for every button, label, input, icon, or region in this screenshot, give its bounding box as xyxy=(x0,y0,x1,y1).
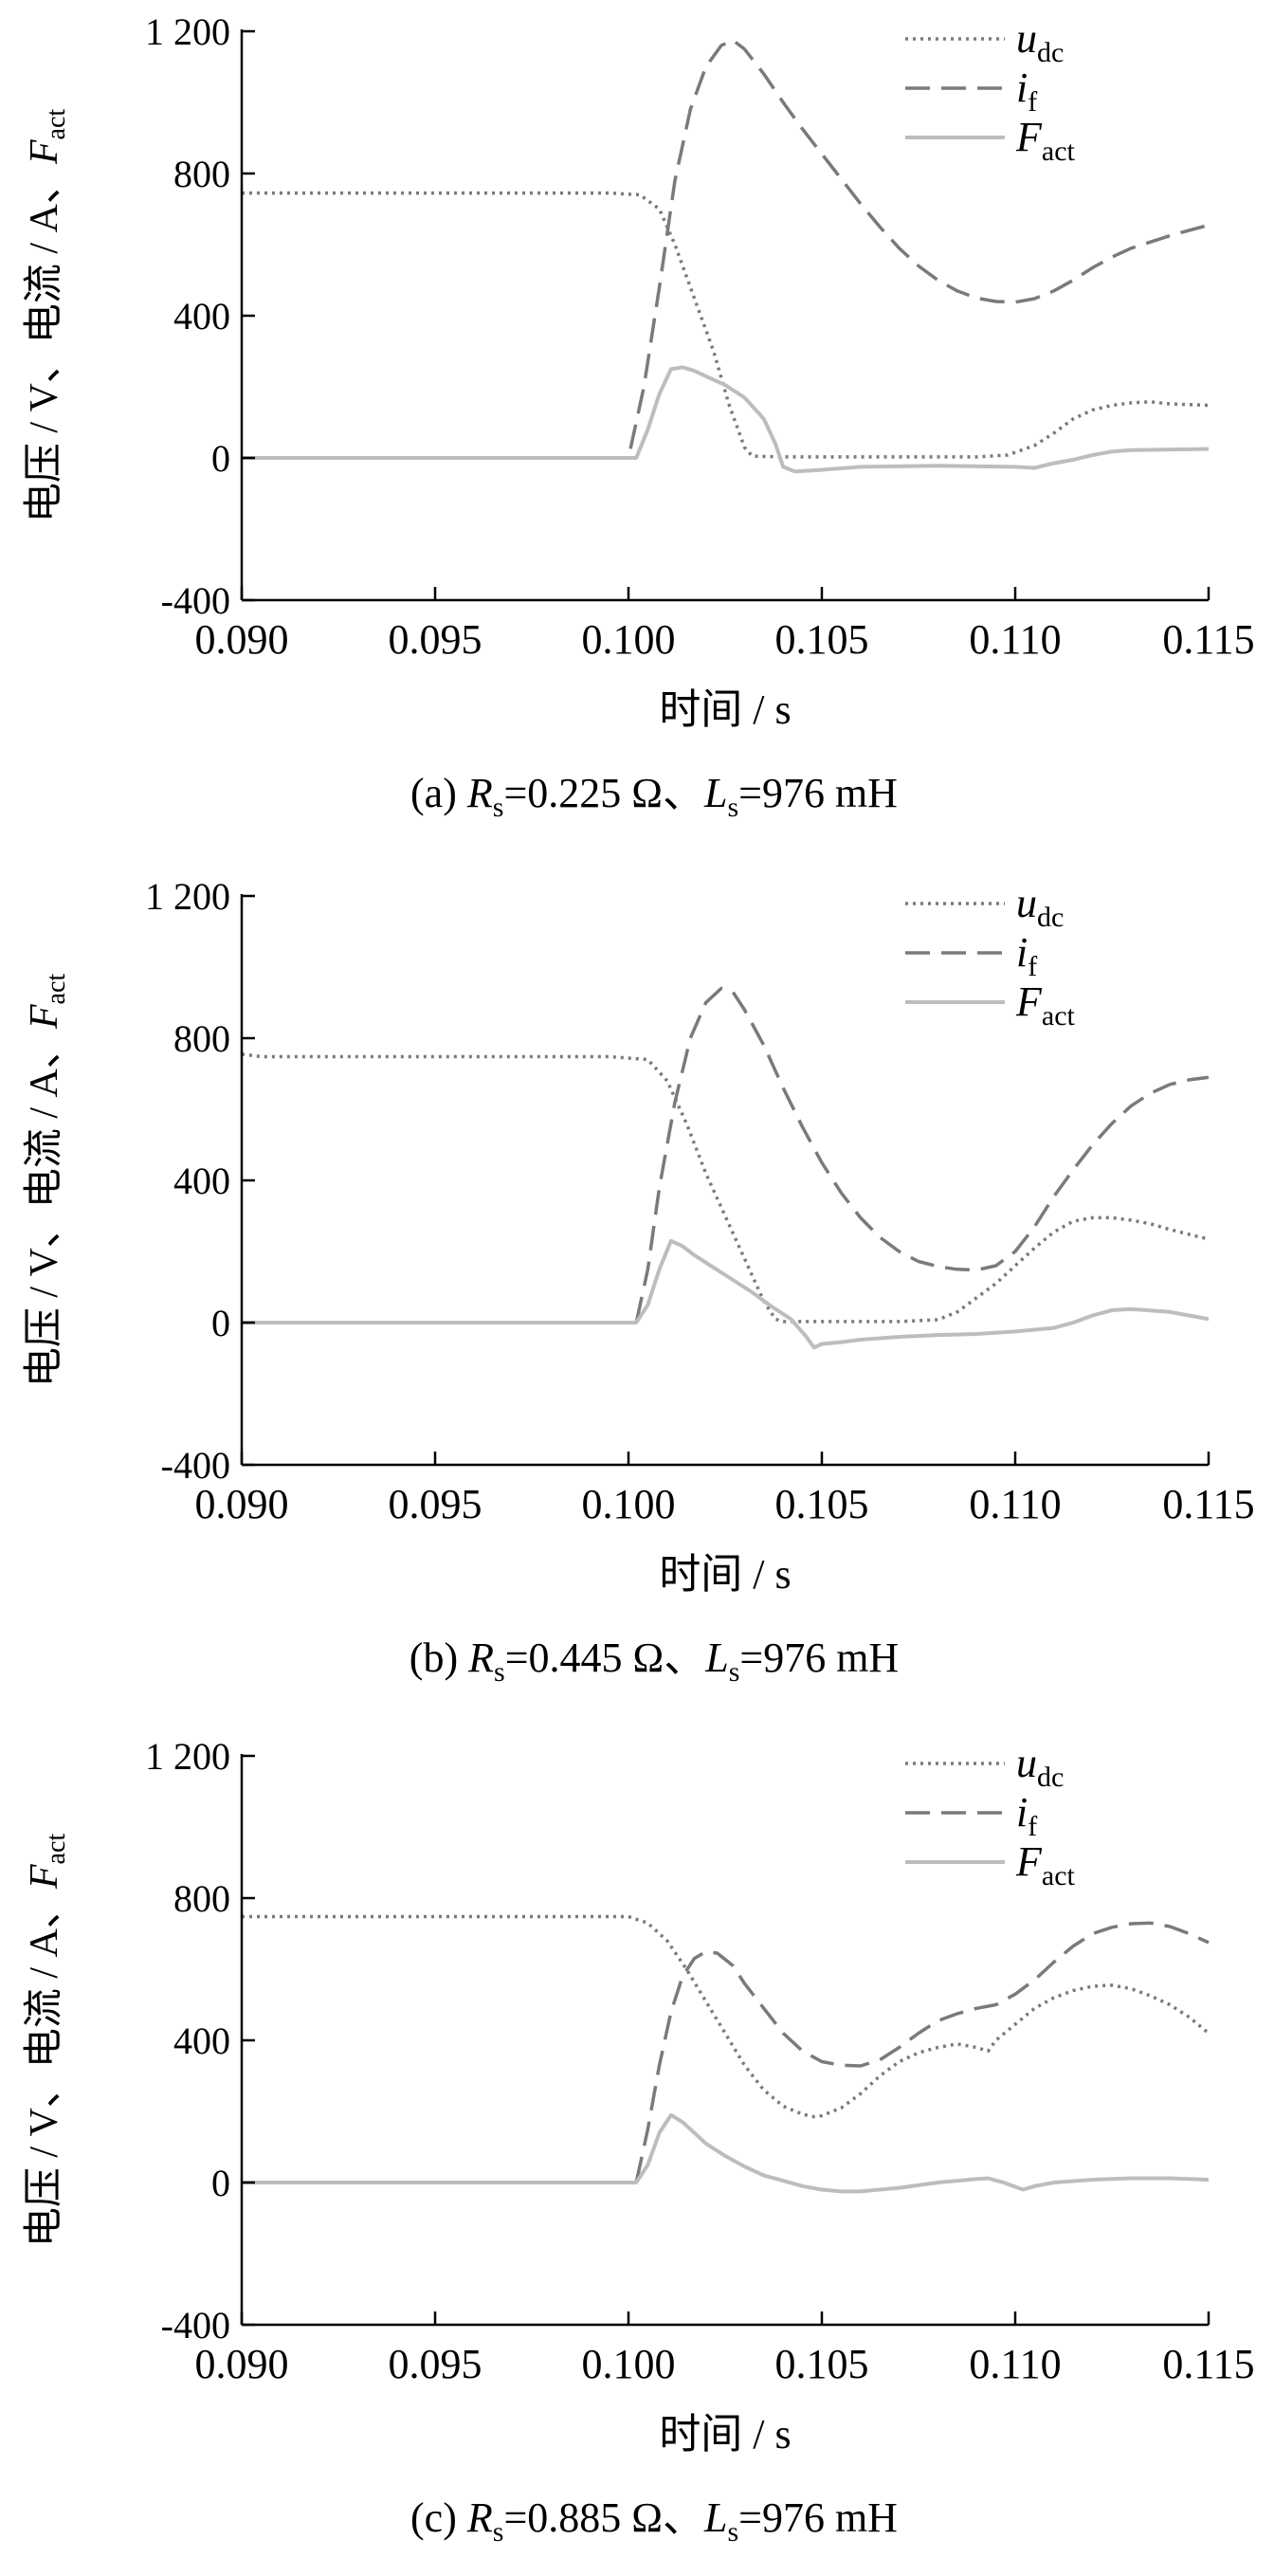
y-axis-label: 电压 / V、电流 / A、Fact xyxy=(23,974,71,1388)
legend-label-udc: udc xyxy=(1016,1740,1064,1793)
legend-label-Fact: Fact xyxy=(1015,1838,1076,1891)
y-tick-label: 1 200 xyxy=(145,1735,230,1778)
series-line-if xyxy=(242,1921,1210,2184)
x-tick-label: 0.110 xyxy=(969,616,1061,663)
y-axis-label: 电压 / V、电流 / A、Fact xyxy=(23,1834,71,2248)
y-tick-label: 1 200 xyxy=(145,10,230,53)
panel-caption: (c) Rs=0.885 Ω、Ls=976 mH xyxy=(410,2494,898,2548)
x-tick-label: 0.105 xyxy=(775,1481,869,1527)
legend-label-Fact: Fact xyxy=(1015,978,1076,1032)
y-tick-label: -400 xyxy=(161,579,230,622)
x-tick-label: 0.110 xyxy=(969,2341,1061,2387)
y-tick-label: 400 xyxy=(173,295,230,338)
y-tick-label: 0 xyxy=(211,1302,230,1344)
y-tick-label: -400 xyxy=(161,1444,230,1487)
series-line-udc xyxy=(242,1914,1210,2119)
panel-caption: (a) Rs=0.225 Ω、Ls=976 mH xyxy=(410,770,898,823)
legend-label-if: if xyxy=(1016,1789,1037,1842)
y-tick-label: 0 xyxy=(211,437,230,480)
x-tick-label: 0.105 xyxy=(775,616,869,663)
x-axis-label: 时间 / s xyxy=(659,1551,791,1598)
y-tick-label: 800 xyxy=(173,153,230,195)
legend-label-if: if xyxy=(1016,929,1037,982)
series-line-Fact xyxy=(242,1238,1210,1350)
series-line-Fact xyxy=(242,2112,1210,2194)
legend-label-udc: udc xyxy=(1016,880,1064,933)
y-tick-label: 400 xyxy=(173,2019,230,2062)
legend-label-Fact: Fact xyxy=(1015,114,1076,167)
x-tick-label: 0.090 xyxy=(195,2341,289,2387)
legend-label-udc: udc xyxy=(1016,15,1064,68)
x-tick-label: 0.090 xyxy=(195,616,289,663)
x-tick-label: 0.100 xyxy=(582,1481,676,1527)
x-tick-label: 0.095 xyxy=(389,1481,482,1527)
x-tick-label: 0.105 xyxy=(775,2341,869,2387)
x-tick-label: 0.090 xyxy=(195,1481,289,1527)
x-tick-label: 0.100 xyxy=(582,616,676,663)
x-axis-label: 时间 / s xyxy=(659,2411,791,2457)
y-tick-label: 800 xyxy=(173,1017,230,1060)
x-tick-label: 0.115 xyxy=(1162,616,1254,663)
panel-caption: (b) Rs=0.445 Ω、Ls=976 mH xyxy=(410,1635,899,1688)
series-line-udc xyxy=(241,1052,1210,1324)
series-line-if xyxy=(242,38,1210,460)
x-tick-label: 0.095 xyxy=(389,2341,482,2387)
y-tick-label: -400 xyxy=(161,2304,230,2347)
x-tick-label: 0.100 xyxy=(582,2341,676,2387)
series-line-Fact xyxy=(242,365,1210,474)
series-line-if xyxy=(242,986,1210,1325)
legend-label-if: if xyxy=(1016,64,1037,118)
series-line-udc xyxy=(242,191,1210,459)
y-axis-label: 电压 / V、电流 / A、Fact xyxy=(23,109,71,523)
x-tick-label: 0.115 xyxy=(1162,2341,1254,2387)
x-axis-label: 时间 / s xyxy=(659,686,791,733)
x-tick-label: 0.115 xyxy=(1162,1481,1254,1527)
y-tick-label: 1 200 xyxy=(145,875,230,918)
x-tick-label: 0.095 xyxy=(389,616,482,663)
y-tick-label: 400 xyxy=(173,1160,230,1202)
y-tick-label: 800 xyxy=(173,1877,230,1920)
y-tick-label: 0 xyxy=(211,2162,230,2204)
x-tick-label: 0.110 xyxy=(969,1481,1061,1527)
